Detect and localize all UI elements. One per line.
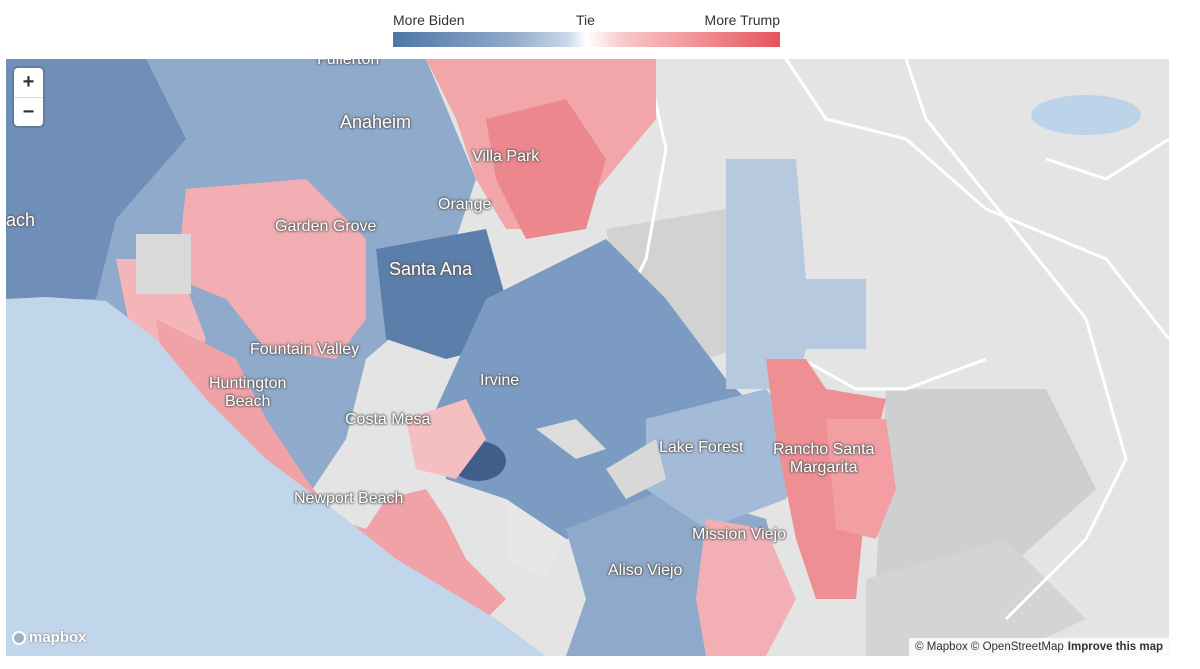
unpopulated-area [876, 389, 1096, 579]
place-label-anaheim: Anaheim [340, 112, 412, 132]
map-attribution: © Mapbox © OpenStreetMap Improve this map [909, 638, 1169, 656]
park-area [606, 439, 666, 499]
place-label-fountain-valley: Fountain Valley [250, 341, 360, 358]
place-label-villa-park: Villa Park [472, 148, 540, 165]
place-label-costa-mesa: Costa Mesa [345, 411, 431, 428]
place-label-aliso-viejo: Aliso Viejo [608, 562, 683, 579]
place-label-huntington-beach: Huntington Beach [209, 375, 287, 410]
ocean[interactable] [6, 297, 546, 656]
legend-tie-label: Tie [576, 12, 595, 28]
mapbox-icon [12, 630, 26, 645]
place-label-irvine: Irvine [480, 372, 520, 389]
color-legend: More Biden Tie More Trump [393, 12, 780, 48]
election-map[interactable]: + − Fullerton Anaheim Villa Park Orange … [6, 59, 1169, 656]
biden-region [6, 59, 186, 299]
place-label-garden-grove: Garden Grove [275, 218, 377, 235]
zoom-control: + − [14, 68, 43, 126]
place-label-rancho-santa-margarita: Rancho Santa Margarita [773, 441, 875, 476]
place-label-mission-viejo: Mission Viejo [692, 526, 786, 543]
trump-region [696, 519, 796, 656]
zoom-in-button[interactable]: + [14, 68, 43, 98]
improve-map-link[interactable]: Improve this map [1067, 641, 1163, 653]
place-label-lake-forest: Lake Forest [659, 439, 744, 456]
park-area [506, 499, 566, 579]
map-canvas[interactable] [6, 59, 1169, 656]
legend-gradient-bar [393, 32, 780, 47]
place-label-fullerton: Fullerton [317, 59, 380, 68]
biden-region [646, 389, 806, 529]
park-area [136, 234, 191, 294]
lake [1031, 95, 1141, 135]
attribution-text[interactable]: © Mapbox © OpenStreetMap [915, 641, 1064, 653]
place-label-newport-beach: Newport Beach [294, 490, 404, 507]
biden-region [726, 159, 866, 389]
legend-biden-label: More Biden [393, 12, 465, 28]
trump-region [406, 399, 486, 479]
trump-strong-region [486, 99, 606, 239]
park-area [536, 419, 606, 459]
mapbox-logo[interactable]: mapbox [12, 629, 87, 646]
place-label-long-beach-partial: ach [6, 210, 36, 230]
trump-region [176, 179, 366, 359]
mapbox-logo-text: mapbox [29, 629, 87, 646]
place-label-santa-ana: Santa Ana [389, 259, 473, 279]
place-label-orange: Orange [438, 196, 492, 213]
legend-trump-label: More Trump [704, 12, 780, 28]
trump-region [156, 319, 506, 619]
trump-region [826, 419, 896, 539]
zoom-out-button[interactable]: − [22, 101, 35, 123]
unpopulated-area [866, 539, 1086, 656]
